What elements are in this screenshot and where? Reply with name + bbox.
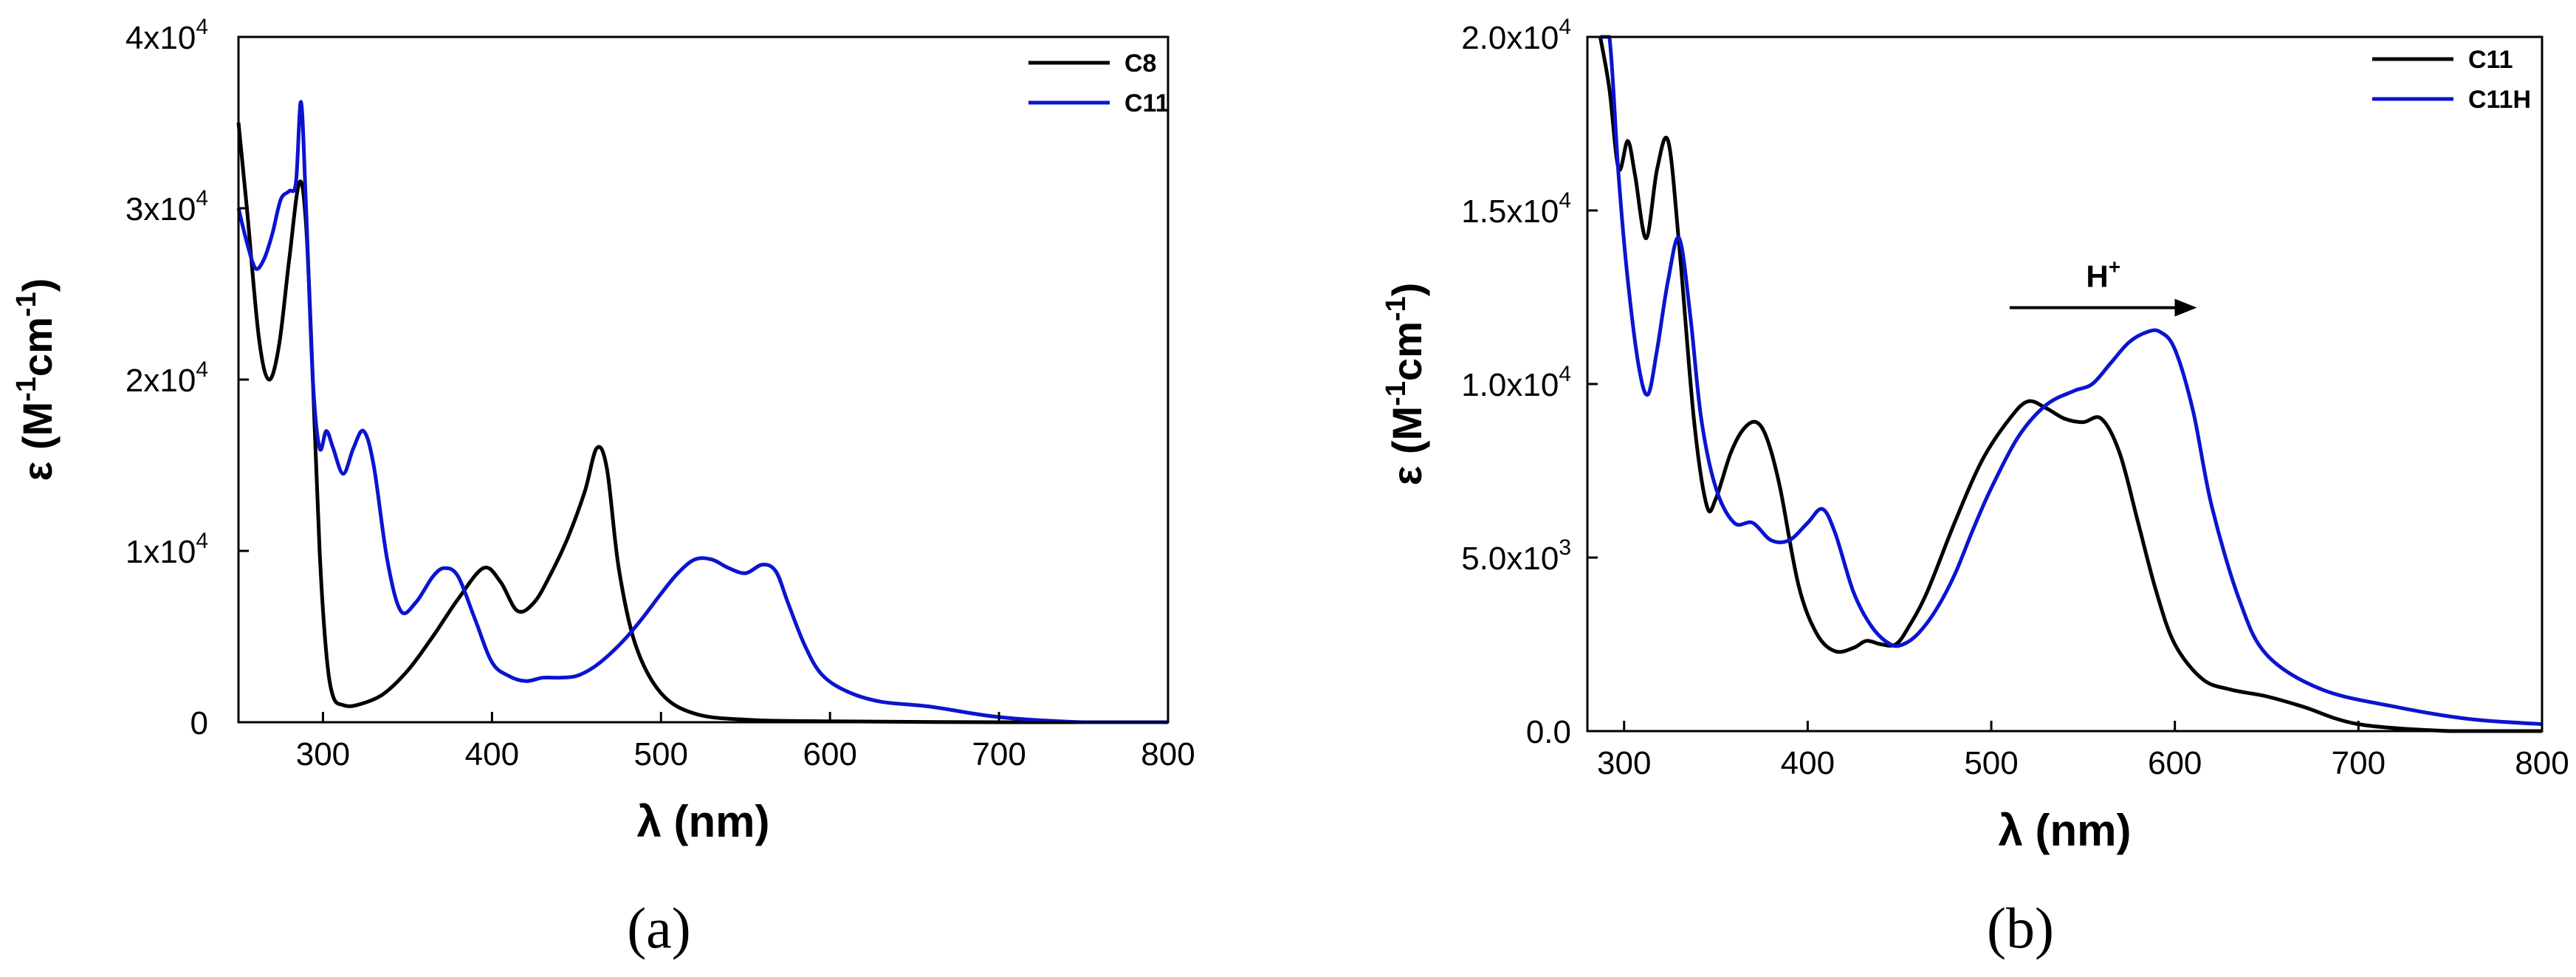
x-tick-label: 700	[972, 736, 1026, 772]
plot-area-frame-a	[237, 35, 1169, 724]
y-tick-label: 0.0	[1526, 714, 1571, 750]
y-axis-label: ε (M-1cm-1)	[11, 278, 61, 481]
series-layer-a	[236, 100, 1168, 724]
y-tick-label: 2x104	[126, 357, 208, 399]
legend-label-c11: C11	[1124, 89, 1169, 117]
legend-label-c11: C11	[2468, 46, 2513, 74]
y-tick-label: 1.0x104	[1461, 362, 1571, 403]
arrow-head-icon	[2174, 298, 2197, 317]
x-tick-label: 300	[1597, 745, 1651, 781]
series-line-c11	[1598, 36, 2542, 733]
tick-marks-b	[1587, 35, 2544, 733]
x-tick-label: 500	[1964, 745, 2018, 781]
legend: C8 C11	[1028, 49, 1169, 117]
x-tick-label: 800	[2515, 745, 2569, 781]
x-tick-label: 700	[2332, 745, 2386, 781]
x-tick-label: 300	[296, 736, 350, 772]
tick-marks-a	[238, 35, 1169, 724]
series-layer-b	[1598, 35, 2543, 733]
x-tick-label: 400	[465, 736, 519, 772]
y-tick-label: 5.0x103	[1461, 535, 1571, 577]
legend-label-c11h: C11H	[2468, 86, 2531, 114]
x-axis-label: λ (nm)	[1999, 806, 2132, 855]
y-tick-label: 1.5x104	[1461, 188, 1571, 230]
legend: C11 C11H	[2372, 46, 2531, 114]
x-tick-label: 800	[1141, 736, 1195, 772]
chart-panel-a: 300 400 500 600 700 800 0 1x104 2x104 3x…	[11, 15, 1195, 960]
legend-label-c8: C8	[1124, 49, 1156, 78]
y-tick-label: 2.0x104	[1461, 15, 1571, 56]
y-tick-label: 0	[190, 705, 208, 741]
y-tick-label: 4x104	[126, 15, 208, 56]
x-tick-label: 600	[2148, 745, 2202, 781]
series-line-c11h	[1600, 35, 2543, 727]
series-line-c11	[236, 100, 1168, 724]
x-axis-label: λ (nm)	[637, 797, 770, 846]
plot-area-frame-b	[1586, 35, 2544, 733]
panel-label-a: (a)	[627, 896, 691, 960]
x-tick-label: 600	[803, 736, 856, 772]
y-tick-label: 1x104	[126, 529, 208, 570]
chart-panel-b: 300 400 500 600 700 800 0.0 5.0x103 1.0x…	[1381, 15, 2569, 960]
protonation-label: H+	[2086, 256, 2120, 294]
series-line-c8	[236, 122, 1168, 724]
protonation-annotation: H+	[2009, 256, 2197, 317]
panel-label-b: (b)	[1987, 896, 2054, 960]
y-tick-label: 3x104	[126, 186, 208, 227]
x-tick-label: 400	[1781, 745, 1835, 781]
x-tick-label: 500	[634, 736, 688, 772]
y-axis-label: ε (M-1cm-1)	[1381, 283, 1430, 486]
